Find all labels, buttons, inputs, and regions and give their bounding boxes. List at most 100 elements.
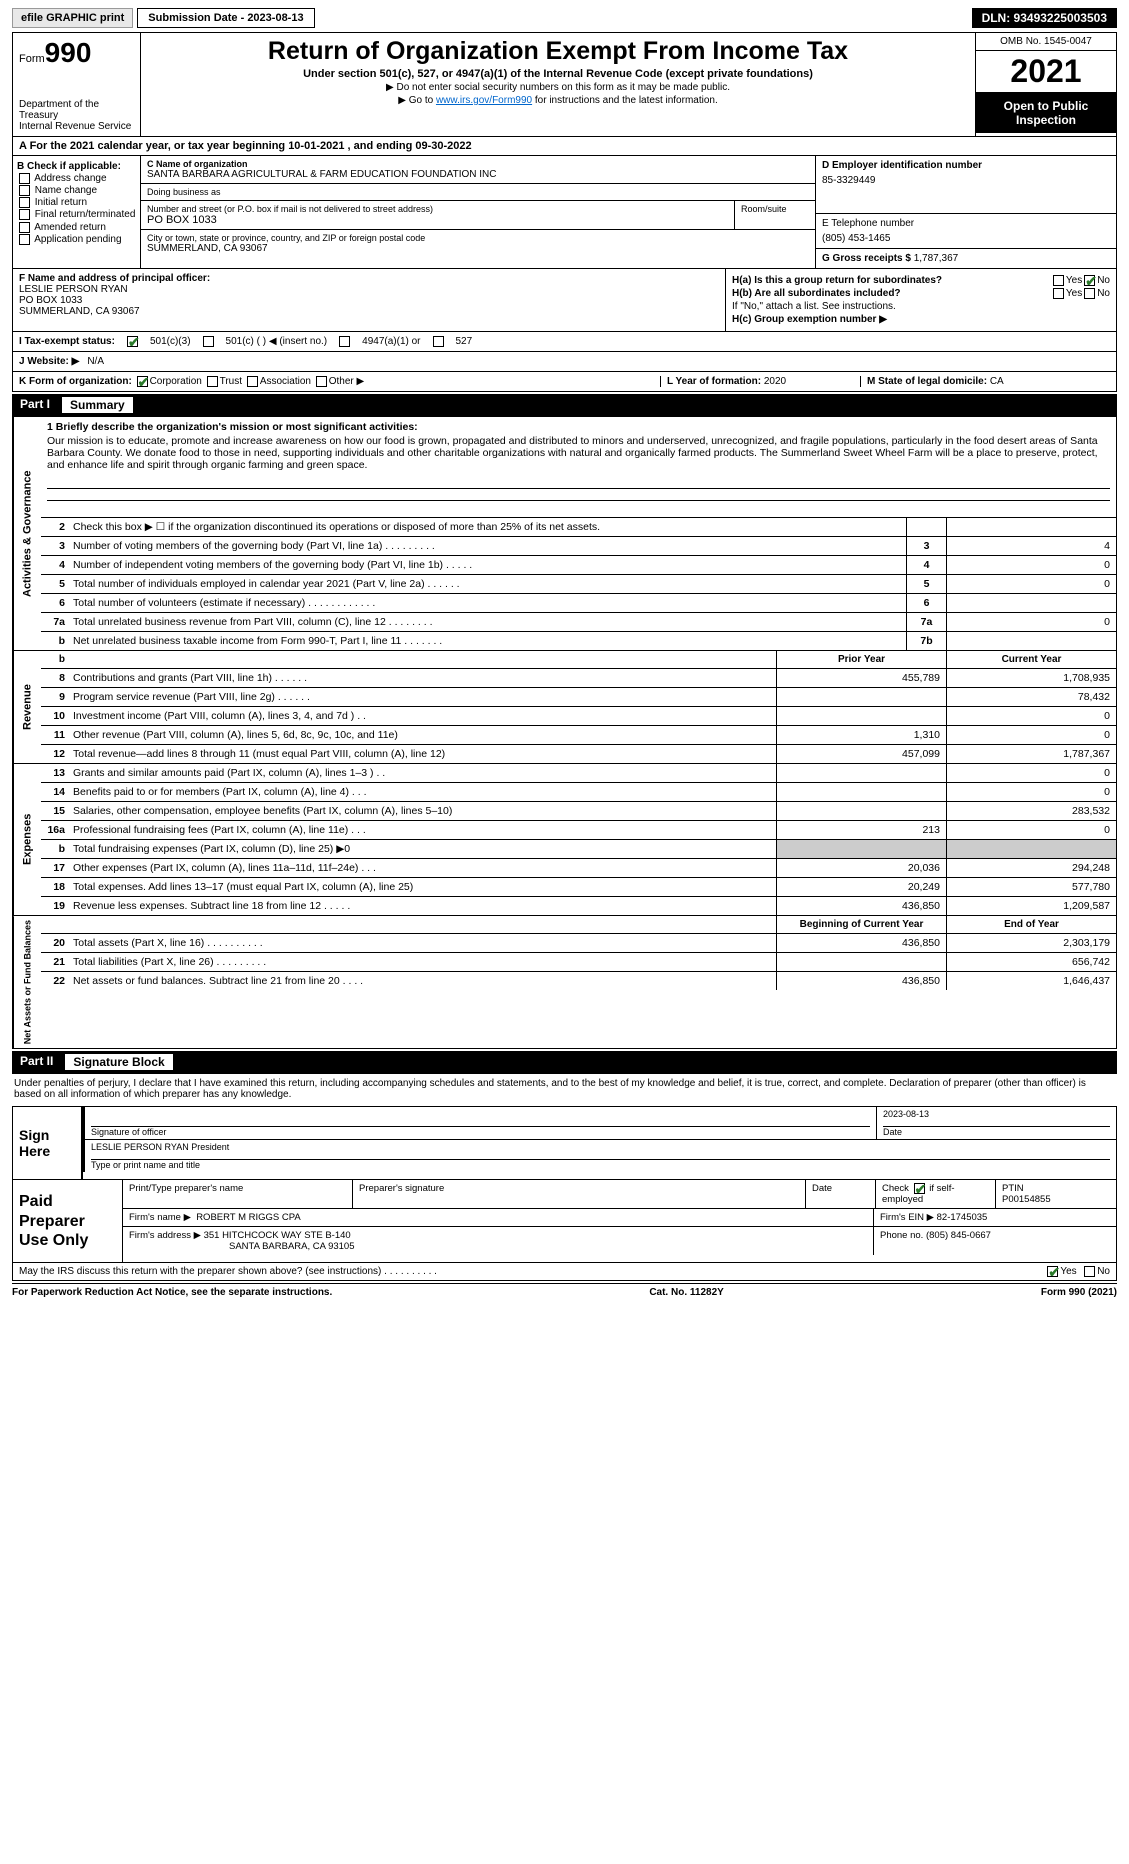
vtab-activities: Activities & Governance [13, 417, 41, 650]
application-pending-checkbox[interactable] [19, 234, 30, 245]
hb-yes-checkbox[interactable] [1053, 288, 1064, 299]
firm-name-label: Firm's name ▶ [129, 1212, 191, 1223]
line-text: Contributions and grants (Part VIII, lin… [69, 669, 776, 687]
line-num: 20 [41, 934, 69, 952]
line-text: Number of independent voting members of … [69, 556, 906, 574]
website-label: J Website: ▶ [19, 356, 79, 367]
ha-yes-checkbox[interactable] [1053, 275, 1064, 286]
website-value: N/A [87, 356, 104, 367]
name-change-checkbox[interactable] [19, 185, 30, 196]
line-num: 8 [41, 669, 69, 687]
preparer-sig-header: Preparer's signature [353, 1180, 806, 1208]
line-num: 21 [41, 953, 69, 971]
current-value: 1,787,367 [946, 745, 1116, 763]
tax-exempt-label: I Tax-exempt status: [19, 336, 115, 347]
line-box: 5 [906, 575, 946, 593]
tax-year: 2021 [976, 51, 1116, 93]
paperwork-notice: For Paperwork Reduction Act Notice, see … [12, 1287, 332, 1298]
current-value: 577,780 [946, 878, 1116, 896]
note-pre: ▶ Go to [398, 95, 436, 106]
prior-value: 20,249 [776, 878, 946, 896]
part2-num: Part II [20, 1054, 53, 1070]
form-number: 990 [45, 37, 92, 68]
prior-value [776, 802, 946, 820]
form-title: Return of Organization Exempt From Incom… [149, 37, 967, 66]
yes-label: Yes [1066, 275, 1082, 286]
line-num: 18 [41, 878, 69, 896]
trust-checkbox[interactable] [207, 376, 218, 387]
current-year-header: Current Year [946, 651, 1116, 668]
current-value: 1,646,437 [946, 972, 1116, 990]
line-num: 17 [41, 859, 69, 877]
line-box: 6 [906, 594, 946, 612]
discuss-no-checkbox[interactable] [1084, 1266, 1095, 1277]
current-value: 0 [946, 783, 1116, 801]
line-num: 10 [41, 707, 69, 725]
line-value [946, 594, 1116, 612]
part1-header: Part I Summary [12, 394, 1117, 416]
corporation-checkbox[interactable] [137, 376, 148, 387]
current-value: 2,303,179 [946, 934, 1116, 952]
link-note: ▶ Go to www.irs.gov/Form990 for instruct… [149, 95, 967, 106]
prior-value [776, 764, 946, 782]
type-name-label: Type or print name and title [91, 1160, 1110, 1170]
527-checkbox[interactable] [433, 336, 444, 347]
line-num: 12 [41, 745, 69, 763]
city-value: SUMMERLAND, CA 93067 [147, 243, 809, 254]
line-num: 11 [41, 726, 69, 744]
no-label: No [1097, 288, 1110, 299]
hb-label: H(b) Are all subordinates included? [732, 288, 1051, 299]
address-change-checkbox[interactable] [19, 173, 30, 184]
line-num: 19 [41, 897, 69, 915]
line-value: 4 [946, 537, 1116, 555]
irs-link[interactable]: www.irs.gov/Form990 [436, 95, 532, 106]
ssn-note: ▶ Do not enter social security numbers o… [149, 82, 967, 93]
form-id-block: Form990 Department of the Treasury Inter… [13, 33, 141, 136]
initial-return-checkbox[interactable] [19, 197, 30, 208]
line-num: 15 [41, 802, 69, 820]
4947-label: 4947(a)(1) or [362, 336, 420, 347]
current-value: 0 [946, 821, 1116, 839]
part1-title: Summary [62, 397, 133, 413]
line-text: Grants and similar amounts paid (Part IX… [69, 764, 776, 782]
current-value [946, 840, 1116, 858]
ein-label: D Employer identification number [822, 160, 1110, 171]
line-num: b [41, 840, 69, 858]
hb-note: If "No," attach a list. See instructions… [732, 301, 1110, 312]
paid-preparer-label: Paid Preparer Use Only [13, 1180, 123, 1262]
firm-addr-label: Firm's address ▶ [129, 1230, 201, 1241]
current-value: 0 [946, 707, 1116, 725]
ha-no-checkbox[interactable] [1084, 275, 1095, 286]
501c-label: 501(c) ( ) ◀ (insert no.) [226, 336, 328, 347]
org-name: SANTA BARBARA AGRICULTURAL & FARM EDUCAT… [147, 169, 809, 180]
mission-label: 1 Briefly describe the organization's mi… [47, 421, 1110, 433]
begin-year-header: Beginning of Current Year [776, 916, 946, 933]
final-return-checkbox[interactable] [19, 209, 30, 220]
4947-checkbox[interactable] [339, 336, 350, 347]
efile-print-button[interactable]: efile GRAPHIC print [12, 8, 133, 28]
line-text: Benefits paid to or for members (Part IX… [69, 783, 776, 801]
line-text: Net unrelated business taxable income fr… [69, 632, 906, 650]
other-checkbox[interactable] [316, 376, 327, 387]
perjury-statement: Under penalties of perjury, I declare th… [12, 1073, 1117, 1104]
line-text: Program service revenue (Part VIII, line… [69, 688, 776, 706]
irs-label: Internal Revenue Service [19, 121, 134, 132]
association-checkbox[interactable] [247, 376, 258, 387]
name-change-label: Name change [35, 185, 97, 196]
prior-value [776, 783, 946, 801]
amended-return-checkbox[interactable] [19, 222, 30, 233]
line-num: 22 [41, 972, 69, 990]
self-employed-checkbox[interactable] [914, 1183, 925, 1194]
phone-value: (805) 453-1465 [822, 233, 1110, 244]
domicile-label: M State of legal domicile: [867, 376, 987, 387]
discuss-yes-checkbox[interactable] [1047, 1266, 1058, 1277]
line-num: 3 [41, 537, 69, 555]
501c-checkbox[interactable] [203, 336, 214, 347]
line-num: b [41, 632, 69, 650]
initial-return-label: Initial return [35, 197, 87, 208]
hb-no-checkbox[interactable] [1084, 288, 1095, 299]
other-label: Other ▶ [329, 376, 364, 387]
prior-value [776, 953, 946, 971]
line-text: Total liabilities (Part X, line 26) . . … [69, 953, 776, 971]
501c3-checkbox[interactable] [127, 336, 138, 347]
